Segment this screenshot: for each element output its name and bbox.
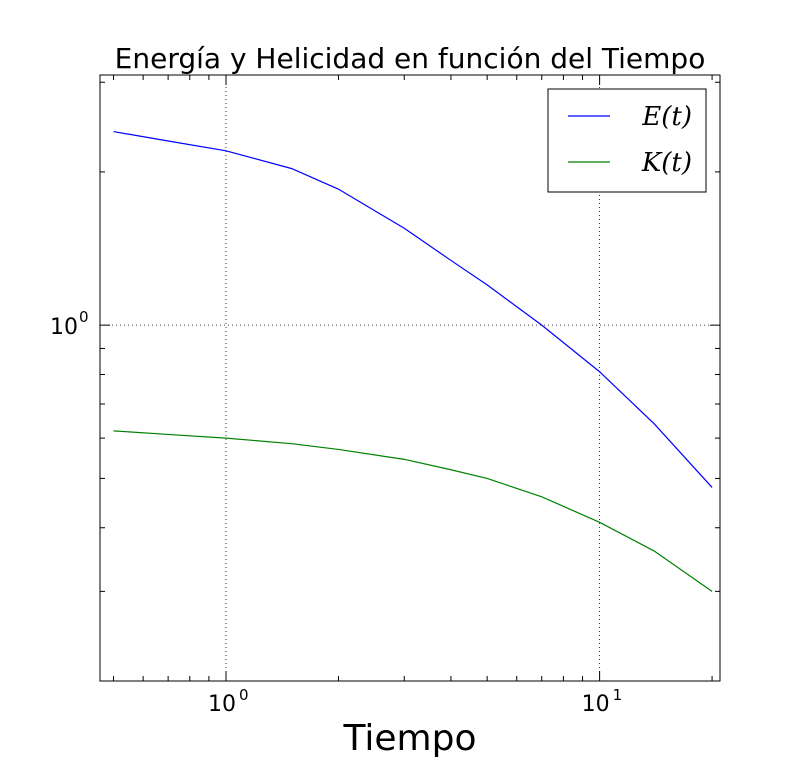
x-tick-label-exponent: 0: [239, 686, 249, 704]
y-tick-label-base: 10: [50, 315, 78, 340]
x-tick-label-exponent: 1: [613, 686, 623, 704]
x-axis-label: Tiempo: [343, 718, 477, 757]
series-line-energy: [113, 130, 713, 488]
y-tick-labels: 10 0: [50, 308, 89, 340]
y-tick-label-exponent: 0: [79, 308, 89, 326]
x-tick-label-base: 10: [582, 692, 610, 717]
plot-frame: [99, 74, 721, 682]
minor-ticks: [100, 75, 720, 681]
x-tick-label: 10 1: [582, 686, 623, 717]
major-ticks: [100, 75, 720, 681]
legend-label-e: E(t): [641, 102, 692, 132]
series-line-helicity: [113, 430, 713, 592]
legend-label-k: K(t): [641, 148, 692, 178]
legend-box: [547, 88, 707, 193]
x-tick-labels: 10 0 10 1: [208, 686, 622, 717]
x-tick-label: 10 0: [208, 686, 249, 717]
chart-title: Energía y Helicidad en función del Tiemp…: [115, 42, 706, 75]
series-lines: [113, 130, 713, 592]
legend: E(t) K(t): [547, 88, 707, 193]
y-tick-label: 10 0: [50, 308, 89, 340]
x-tick-label-base: 10: [208, 692, 236, 717]
